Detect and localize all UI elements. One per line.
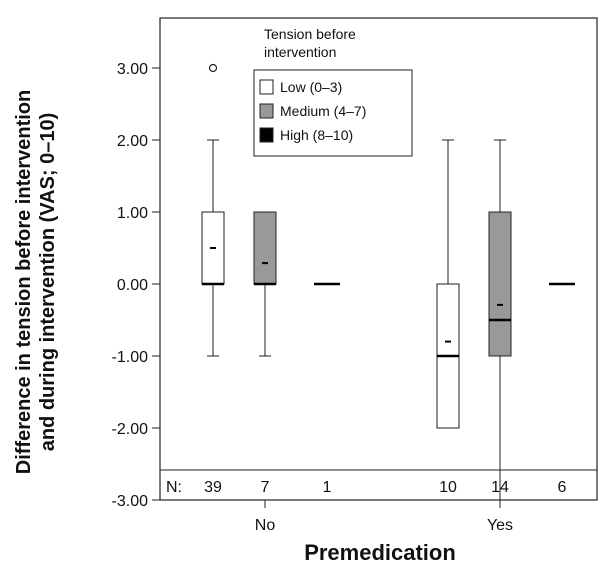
legend-title-line1: Tension before (264, 26, 356, 42)
legend-title-line2: intervention (264, 44, 336, 60)
legend-swatch (259, 127, 274, 143)
legend-entry-label: Low (0–3) (280, 79, 342, 95)
legend-swatch (259, 79, 274, 95)
y-axis-title-line2: and during intervention (VAS; 0–10) (37, 113, 59, 452)
box-body (253, 211, 277, 285)
n-count-label: 10 (439, 479, 457, 496)
x-axis-ticks: No Yes (255, 500, 513, 534)
y-tick-label: -2.00 (112, 421, 149, 438)
legend-entry-label: Medium (4–7) (280, 103, 366, 119)
x-tick-label: No (255, 517, 276, 534)
y-axis-title-line1: Difference in tension before interventio… (13, 90, 35, 475)
n-count-label: 14 (491, 479, 509, 496)
plot-area-frame (159, 17, 598, 501)
n-row: N: 39 7 1 10 14 6 (166, 479, 567, 496)
y-tick-label: 2.00 (117, 133, 148, 150)
legend: Tension before intervention Low (0–3) Med… (253, 26, 413, 157)
n-count-label: 7 (261, 479, 270, 496)
y-tick-label: -3.00 (112, 493, 149, 510)
outlier-point (208, 63, 218, 73)
legend-entries: Low (0–3) Medium (4–7) High (8–10) (259, 79, 366, 143)
legend-box (253, 69, 413, 157)
y-tick-label: 0.00 (117, 277, 148, 294)
y-tick-label: 1.00 (117, 205, 148, 222)
n-count-label: 6 (558, 479, 567, 496)
box-body (488, 211, 512, 357)
n-prefix-label: N: (166, 479, 182, 496)
box-series (201, 63, 575, 501)
y-tick-label: 3.00 (117, 61, 148, 78)
x-tick-label: Yes (487, 517, 513, 534)
x-axis-title: Premedication (304, 540, 456, 565)
legend-swatch (259, 103, 274, 119)
y-axis-ticks: 3.00 2.00 1.00 0.00 -1.00 -2.00 -3.00 (112, 61, 160, 510)
legend-entry-label: High (8–10) (280, 127, 353, 143)
n-count-label: 39 (204, 479, 222, 496)
n-count-label: 1 (323, 479, 332, 496)
y-tick-label: -1.00 (112, 349, 149, 366)
